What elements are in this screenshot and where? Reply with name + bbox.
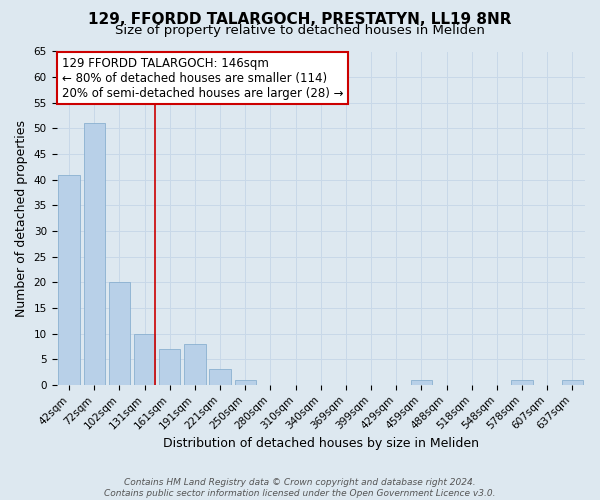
Bar — [411, 380, 432, 385]
X-axis label: Distribution of detached houses by size in Meliden: Distribution of detached houses by size … — [163, 437, 479, 450]
Bar — [109, 282, 130, 385]
Bar — [511, 380, 533, 385]
Bar — [235, 380, 256, 385]
Bar — [58, 174, 80, 385]
Text: Contains HM Land Registry data © Crown copyright and database right 2024.
Contai: Contains HM Land Registry data © Crown c… — [104, 478, 496, 498]
Text: 129, FFORDD TALARGOCH, PRESTATYN, LL19 8NR: 129, FFORDD TALARGOCH, PRESTATYN, LL19 8… — [88, 12, 512, 28]
Y-axis label: Number of detached properties: Number of detached properties — [15, 120, 28, 316]
Bar — [562, 380, 583, 385]
Bar — [83, 124, 105, 385]
Bar — [159, 349, 181, 385]
Bar — [209, 370, 231, 385]
Bar — [184, 344, 206, 385]
Text: Size of property relative to detached houses in Meliden: Size of property relative to detached ho… — [115, 24, 485, 37]
Text: 129 FFORDD TALARGOCH: 146sqm
← 80% of detached houses are smaller (114)
20% of s: 129 FFORDD TALARGOCH: 146sqm ← 80% of de… — [62, 56, 343, 100]
Bar — [134, 334, 155, 385]
